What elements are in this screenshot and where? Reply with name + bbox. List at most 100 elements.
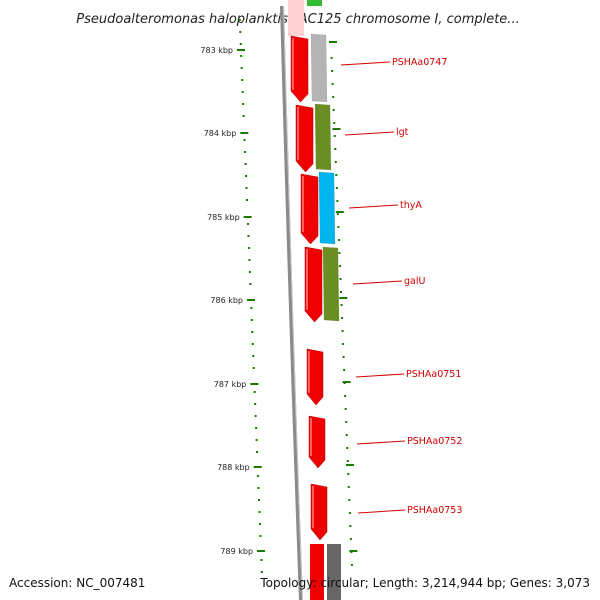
major-tick bbox=[253, 466, 262, 468]
gene-label-leader bbox=[357, 509, 406, 514]
gene-labels: PSHAa0747 lgt thyA galU PSHAa0751 PSHAa0752 PS… bbox=[340, 57, 462, 516]
scale-label: 788 kbp bbox=[217, 463, 250, 472]
inner-minor-tick bbox=[337, 239, 340, 241]
minor-tick bbox=[246, 223, 249, 225]
scale-labels: 783 kbp 784 kbp 785 kbp 786 kbp 787 kbp 788 k… bbox=[200, 46, 253, 556]
partial-gene-block[interactable] bbox=[288, 0, 304, 36]
minor-tick bbox=[244, 163, 247, 165]
inner-major-tick bbox=[342, 381, 351, 383]
inner-minor-tick bbox=[349, 525, 352, 527]
minor-tick bbox=[259, 535, 262, 537]
gene-label[interactable]: PSHAa0753 bbox=[407, 505, 462, 516]
minor-tick bbox=[245, 175, 248, 177]
partial-gene-arrow[interactable] bbox=[310, 544, 324, 600]
major-tick bbox=[250, 383, 259, 385]
partial-category-block[interactable] bbox=[307, 0, 322, 6]
gene-label[interactable]: PSHAa0751 bbox=[406, 369, 461, 380]
major-tick bbox=[237, 49, 245, 51]
minor-tick bbox=[242, 115, 245, 117]
gene-label-leader bbox=[340, 61, 391, 66]
inner-major-tick bbox=[332, 128, 341, 130]
minor-tick bbox=[256, 451, 259, 453]
scale-label: 787 kbp bbox=[214, 380, 247, 389]
gene-category-block[interactable] bbox=[318, 171, 336, 245]
inner-minor-tick bbox=[334, 161, 337, 163]
minor-tick bbox=[244, 151, 247, 153]
gene-label-leader bbox=[348, 204, 399, 209]
minor-tick bbox=[251, 343, 254, 345]
gene-category-block[interactable] bbox=[310, 33, 328, 103]
gene-arrow[interactable] bbox=[310, 483, 328, 541]
inner-minor-tick bbox=[344, 408, 347, 410]
gene-arrow[interactable] bbox=[304, 246, 323, 323]
inner-major-tick bbox=[339, 297, 348, 299]
inner-minor-tick bbox=[341, 330, 344, 332]
minor-tick bbox=[240, 67, 243, 69]
inner-major-tick bbox=[335, 211, 344, 213]
gene-label[interactable]: thyA bbox=[400, 200, 422, 211]
accession-text: Accession: NC_007481 bbox=[9, 576, 145, 590]
minor-tick bbox=[253, 391, 256, 393]
minor-tick bbox=[239, 43, 242, 45]
inner-minor-tick bbox=[343, 369, 346, 371]
inner-minor-tick bbox=[341, 317, 344, 319]
minor-tick bbox=[248, 271, 251, 273]
inner-minor-tick bbox=[335, 187, 338, 189]
inner-minor-tick bbox=[339, 278, 342, 280]
gene-label[interactable]: PSHAa0752 bbox=[407, 436, 462, 447]
inner-minor-tick bbox=[350, 564, 353, 566]
outer-tick-track bbox=[237, 19, 266, 573]
gene-category-block[interactable] bbox=[314, 103, 332, 171]
inner-minor-tick bbox=[338, 265, 341, 267]
inner-minor-tick bbox=[334, 148, 337, 150]
inner-minor-tick bbox=[347, 473, 350, 475]
gene-label-leader bbox=[344, 131, 395, 136]
gene-label[interactable]: PSHAa0747 bbox=[392, 57, 447, 68]
inner-minor-tick bbox=[331, 70, 334, 72]
inner-minor-tick bbox=[348, 499, 351, 501]
major-tick bbox=[240, 132, 249, 134]
inner-minor-tick bbox=[332, 96, 335, 98]
inner-minor-tick bbox=[337, 226, 340, 228]
scale-label: 784 kbp bbox=[204, 129, 237, 138]
gene-arrow[interactable] bbox=[308, 415, 326, 469]
inner-minor-tick bbox=[340, 304, 343, 306]
minor-tick bbox=[258, 511, 261, 513]
minor-tick bbox=[239, 31, 242, 33]
major-tick bbox=[247, 299, 255, 301]
inner-minor-tick bbox=[332, 109, 335, 111]
gene-label-leader bbox=[356, 440, 406, 445]
inner-minor-tick bbox=[342, 343, 345, 345]
minor-tick bbox=[260, 571, 263, 573]
minor-tick bbox=[258, 523, 261, 525]
partial-category-block[interactable] bbox=[327, 544, 341, 600]
minor-tick bbox=[252, 355, 255, 357]
gene-category-block[interactable] bbox=[322, 246, 340, 322]
gene-arrow[interactable] bbox=[300, 173, 319, 245]
gene-arrow[interactable] bbox=[306, 348, 324, 406]
gene-label-leader bbox=[355, 373, 405, 378]
gene-label[interactable]: lgt bbox=[396, 127, 409, 138]
inner-minor-tick bbox=[333, 122, 336, 124]
inner-minor-tick bbox=[347, 486, 350, 488]
inner-minor-tick bbox=[346, 447, 349, 449]
gene-track[interactable] bbox=[288, 0, 341, 600]
minor-tick bbox=[255, 427, 258, 429]
gene-label-leader bbox=[352, 280, 403, 285]
minor-tick bbox=[243, 139, 246, 141]
inner-major-tick bbox=[349, 550, 358, 552]
inner-minor-tick bbox=[349, 538, 352, 540]
gene-arrow[interactable] bbox=[290, 35, 309, 103]
minor-tick bbox=[245, 187, 248, 189]
inner-minor-tick bbox=[345, 421, 348, 423]
chromosome-backbone bbox=[280, 5, 303, 600]
gene-arrow[interactable] bbox=[295, 104, 314, 173]
gene-label[interactable]: galU bbox=[404, 276, 425, 287]
major-tick bbox=[257, 550, 266, 552]
minor-tick bbox=[241, 79, 244, 81]
backbone-highlight bbox=[283, 5, 303, 600]
minor-tick bbox=[254, 403, 257, 405]
minor-tick bbox=[246, 199, 248, 201]
